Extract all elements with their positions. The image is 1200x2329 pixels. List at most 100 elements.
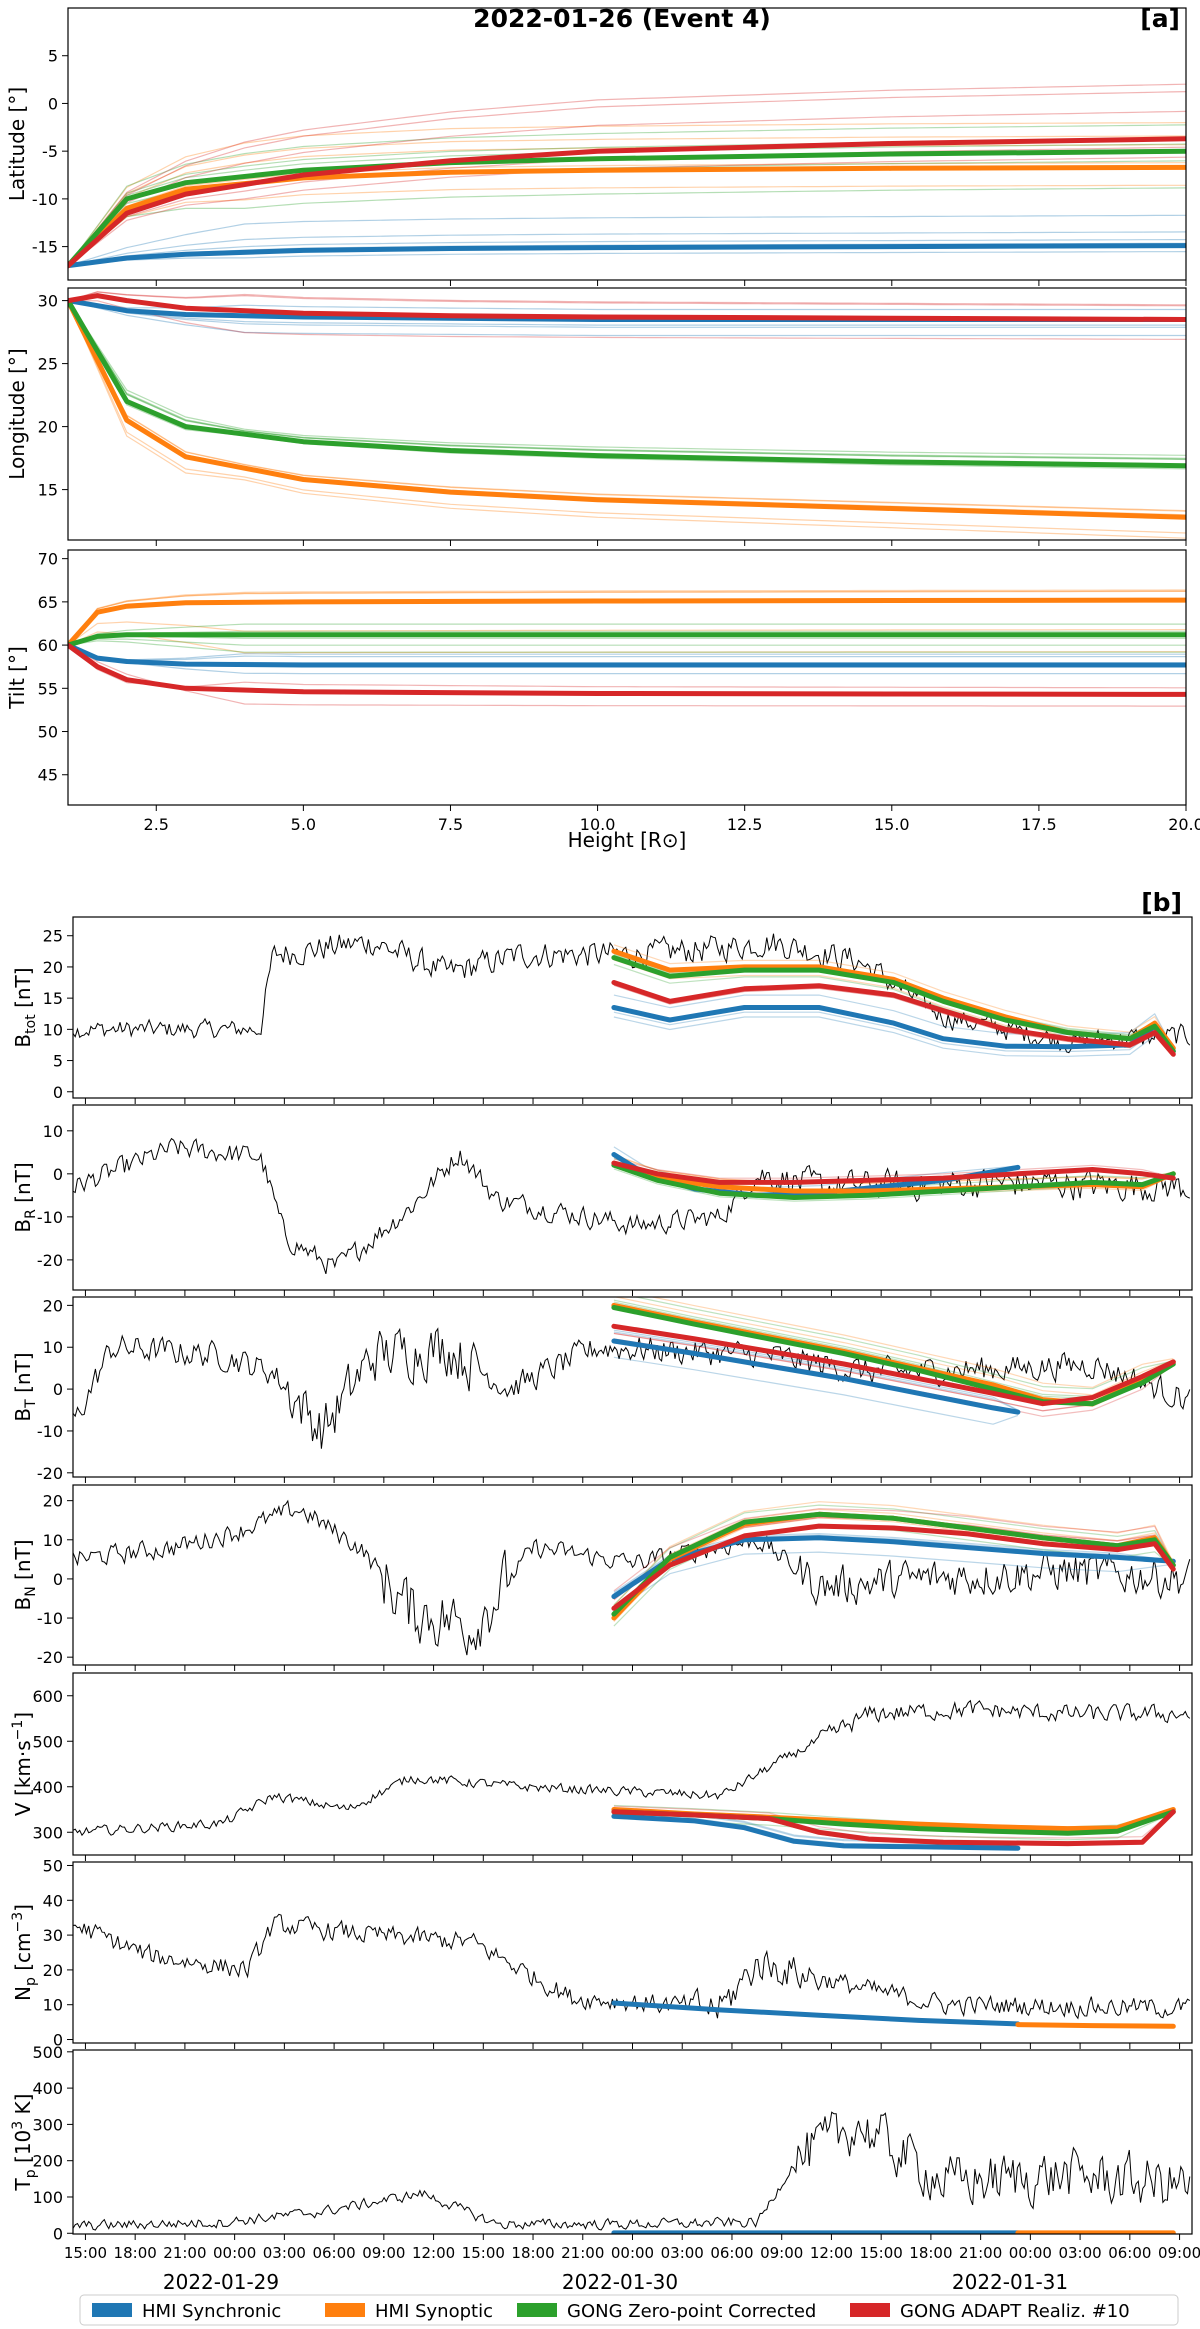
y-tick-label: 10 [43, 1531, 63, 1550]
y-tick-label: 300 [32, 2115, 63, 2134]
ensemble-line [613, 1504, 1174, 1606]
y-tick-label: 15 [43, 989, 63, 1008]
y-axis-label: Latitude [°] [5, 87, 29, 201]
y-tick-label: 25 [43, 927, 63, 946]
y-tick-label: -20 [37, 1464, 63, 1483]
series-line-gong-adapt-realiz-10 [68, 136, 1186, 269]
series-line-hmi-synchronic [611, 1813, 1021, 1851]
y-label-part: p [23, 1977, 39, 1986]
y-tick-label: 400 [32, 1778, 63, 1797]
y-label-part: V [km·s [11, 1740, 35, 1816]
x-tick-label: 15:00 [462, 2244, 505, 2262]
y-tick-label: 200 [32, 2152, 63, 2171]
x-tick-label: 12.5 [727, 815, 763, 834]
y-label-part: N [11, 1986, 35, 2001]
y-axis-label: Np [cm−3] [10, 1904, 39, 2001]
series-line-hmi-synchronic [68, 243, 1186, 269]
x-tick-label: 06:00 [710, 2244, 753, 2262]
y-tick-label: 10 [43, 1338, 63, 1357]
y-tick-label: 0 [48, 94, 58, 113]
date-label: 2022-01-31 [952, 2270, 1068, 2294]
ensemble-line [68, 239, 1186, 267]
ensemble-line [68, 162, 1186, 267]
series-line-gong-zero-point-corrected [611, 955, 1176, 1054]
axes-frame [72, 2049, 1193, 2235]
series-line-hmi-synchronic [611, 1005, 1176, 1054]
x-tick-label: 20.0 [1168, 815, 1200, 834]
x-tick-label: 12:00 [412, 2244, 455, 2262]
ensemble-line [613, 1299, 1174, 1398]
series-line-gong-zero-point-corrected [68, 298, 1186, 469]
y-tick-label: 50 [43, 1856, 63, 1875]
y-tick-label: 20 [43, 958, 63, 977]
ensemble-line [68, 91, 1186, 267]
series-line-gong-adapt-realiz-10 [611, 1523, 1176, 1611]
y-label-part: ] [11, 1712, 35, 1720]
y-tick-label: 20 [38, 418, 58, 437]
y-label-part: 3 [10, 2121, 26, 2130]
y-tick-label: -10 [37, 1609, 63, 1628]
panel-9: 50 40 30 20 10 0 Np [cm−3] [10, 1856, 1193, 2050]
ensemble-line [613, 1805, 1174, 1839]
ensemble-line [68, 291, 1186, 307]
ensemble-line [68, 300, 1186, 534]
ensemble-line [68, 124, 1186, 267]
y-tick-label: 50 [38, 723, 58, 742]
y-label-part: [nT] [11, 1352, 35, 1399]
y-label-part: p [23, 2169, 39, 2178]
ensemble-line [68, 251, 1186, 267]
y-label-part: B [11, 1034, 35, 1048]
ensemble-line [68, 291, 1186, 306]
y-axis-label: BR [nT] [11, 1162, 39, 1232]
ensemble-line [68, 644, 1186, 661]
ensemble-line [68, 644, 1186, 661]
series-line-gong-zero-point-corrected [68, 632, 1186, 648]
legend-entry: GONG ADAPT Realiz. #10 [900, 2301, 1130, 2322]
series-line-hmi-synchronic [611, 2000, 1021, 2027]
panel-4: 25 20 15 10 5 0 Btot [nT] [11, 916, 1193, 1104]
y-label-part: ] [11, 1904, 35, 1912]
ensemble-line [68, 630, 1186, 646]
y-label-part: [nT] [11, 1162, 35, 1209]
observed-data-line [73, 2111, 1191, 2231]
ensemble-line [68, 640, 1186, 653]
ensemble-line [68, 300, 1186, 311]
y-tick-label: 100 [32, 2188, 63, 2207]
y-tick-label: 55 [38, 679, 58, 698]
y-tick-label: 25 [38, 355, 58, 374]
series-line-hmi-synoptic [1015, 2022, 1176, 2029]
y-tick-label: 0 [53, 1380, 63, 1399]
ensemble-line [613, 1508, 1174, 1592]
y-tick-label: 0 [53, 2224, 63, 2243]
axes-frame [72, 1484, 1193, 1666]
ensemble-line [68, 644, 1186, 707]
series-line-hmi-synchronic [611, 1338, 1021, 1415]
y-tick-label: -20 [37, 1648, 63, 1667]
y-tick-label: 20 [43, 1492, 63, 1511]
y-tick-label: 15 [38, 481, 58, 500]
y-tick-label: 30 [38, 292, 58, 311]
x-tick-label: 7.5 [438, 815, 463, 834]
x-axis-label: Height [R⊙] [568, 828, 687, 852]
series-line-gong-zero-point-corrected [611, 1305, 1176, 1407]
x-tick-label: 00:00 [611, 2244, 654, 2262]
ensemble-line [613, 1158, 1174, 1179]
series-line-hmi-synoptic [68, 164, 1186, 269]
ensemble-line [68, 300, 1186, 328]
ensemble-line [649, 1297, 1174, 1389]
ensemble-line [613, 1331, 1019, 1411]
y-tick-label: 600 [32, 1687, 63, 1706]
y-tick-label: 20 [43, 1296, 63, 1315]
y-axis-label: Tilt [°] [5, 646, 29, 710]
y-axis-label: V [km·s−1] [10, 1712, 35, 1816]
ensemble-line [68, 300, 1186, 461]
y-axis-label: Longitude [°] [5, 348, 29, 479]
axes-frame [67, 287, 1187, 541]
x-tick-label: 17.5 [1021, 815, 1057, 834]
y-tick-label: -10 [37, 1422, 63, 1441]
ensemble-line [68, 621, 1186, 646]
ensemble-line [68, 144, 1186, 267]
ensemble-line [68, 300, 1186, 516]
panel-3: 70 65 60 55 50 45 Tilt [°] 2.5 5.0 7.5 10.0 12.5 15.… [5, 549, 1200, 852]
x-tick-label: 15:00 [64, 2244, 107, 2262]
